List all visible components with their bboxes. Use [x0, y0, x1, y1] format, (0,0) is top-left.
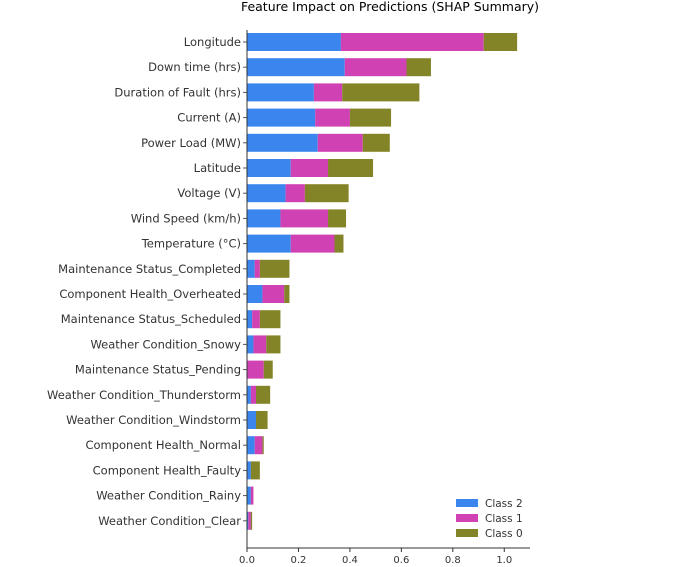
bar-segment — [247, 234, 291, 253]
category-label: Latitude — [194, 161, 241, 175]
bar-segment — [254, 436, 263, 455]
legend-label: Class 0 — [485, 528, 523, 540]
legend-swatch — [456, 514, 478, 522]
x-axis: 0.0 0.2 0.4 0.6 0.8 1.0 — [239, 30, 530, 566]
category-label: Maintenance Status_Completed — [58, 262, 241, 276]
category-label: Weather Condition_Clear — [98, 514, 241, 528]
bar-segment — [250, 461, 260, 480]
bar-segment — [247, 486, 251, 505]
bar-segment — [328, 159, 374, 177]
bar-segment — [250, 385, 257, 404]
category-label: Wind Speed (km/h) — [131, 211, 241, 225]
bar-segment — [290, 159, 329, 177]
x-tick-label: 0.8 — [445, 555, 461, 566]
bar-segment — [247, 108, 316, 127]
bar-segment — [262, 285, 285, 303]
legend-label: Class 2 — [485, 498, 523, 510]
x-tick-label: 0.6 — [393, 555, 409, 566]
x-tick-label: 1.0 — [496, 555, 512, 566]
legend-swatch — [456, 499, 478, 507]
bar-segment — [247, 461, 251, 480]
legend-swatch — [456, 529, 478, 537]
bar-segment — [247, 58, 345, 77]
bar-segment — [247, 159, 291, 177]
bars-layer — [247, 33, 518, 530]
x-tick-label: 0.2 — [291, 555, 307, 566]
chart-title: Feature Impact on Predictions (SHAP Summ… — [241, 0, 539, 14]
bar-segment — [248, 511, 251, 530]
bar-segment — [250, 486, 254, 505]
bar-segment — [247, 133, 318, 152]
bar-segment — [349, 108, 392, 127]
bar-segment — [340, 33, 484, 51]
category-label: Current (A) — [177, 111, 241, 125]
bar-segment — [250, 511, 253, 530]
bar-segment — [247, 335, 254, 354]
x-tick-label: 0.4 — [342, 555, 358, 566]
bar-segment — [252, 310, 260, 329]
category-label: Component Health_Normal — [85, 438, 241, 452]
bar-segment — [284, 285, 290, 303]
category-labels: Longitude Down time (hrs) Duration of Faul… — [47, 35, 241, 528]
bar-segment — [247, 360, 264, 379]
bar-segment — [247, 285, 263, 303]
category-label: Down time (hrs) — [148, 60, 241, 74]
bar-segment — [256, 385, 271, 404]
bar-segment — [342, 83, 420, 102]
bar-segment — [285, 184, 305, 203]
bar-segment — [344, 58, 407, 77]
bar-segment — [247, 436, 255, 455]
bar-segment — [247, 184, 286, 203]
bar-segment — [247, 310, 253, 329]
category-label: Temperature (°C) — [141, 237, 241, 251]
bar-segment — [256, 411, 268, 429]
bar-segment — [247, 33, 341, 51]
bar-segment — [247, 511, 249, 530]
bar-segment — [247, 385, 251, 404]
bar-segment — [313, 83, 343, 102]
bar-segment — [259, 310, 281, 329]
bar-segment — [334, 234, 344, 253]
bar-segment — [328, 209, 347, 228]
bar-segment — [406, 58, 431, 77]
bar-segment — [262, 436, 264, 455]
bar-segment — [247, 209, 281, 228]
category-label: Component Health_Overheated — [59, 287, 241, 301]
legend-label: Class 1 — [485, 513, 523, 525]
x-tick-label: 0.0 — [239, 555, 255, 566]
bar-segment — [290, 234, 335, 253]
bar-segment — [280, 209, 329, 228]
category-label: Maintenance Status_Scheduled — [61, 312, 241, 326]
bar-segment — [259, 259, 290, 278]
category-label: Duration of Fault (hrs) — [114, 85, 241, 99]
category-label: Maintenance Status_Pending — [75, 363, 241, 377]
category-label: Longitude — [184, 35, 241, 49]
bar-segment — [317, 133, 363, 152]
category-label: Weather Condition_Thunderstorm — [47, 388, 241, 402]
bar-segment — [247, 259, 255, 278]
legend: Class 2 Class 1 Class 0 — [456, 498, 523, 540]
bar-segment — [266, 335, 281, 354]
bar-segment — [483, 33, 518, 51]
category-label: Weather Condition_Rainy — [96, 489, 241, 503]
category-label: Weather Condition_Windstorm — [66, 413, 241, 427]
category-label: Power Load (MW) — [141, 136, 241, 150]
category-label: Voltage (V) — [177, 186, 241, 200]
bar-segment — [254, 259, 260, 278]
bar-segment — [247, 411, 257, 429]
category-label: Component Health_Faulty — [93, 463, 242, 477]
bar-segment — [315, 108, 350, 127]
bar-segment — [263, 360, 273, 379]
bar-segment — [304, 184, 349, 203]
category-label: Weather Condition_Snowy — [90, 337, 241, 351]
bar-segment — [247, 83, 314, 102]
bar-segment — [253, 335, 267, 354]
bar-segment — [362, 133, 390, 152]
